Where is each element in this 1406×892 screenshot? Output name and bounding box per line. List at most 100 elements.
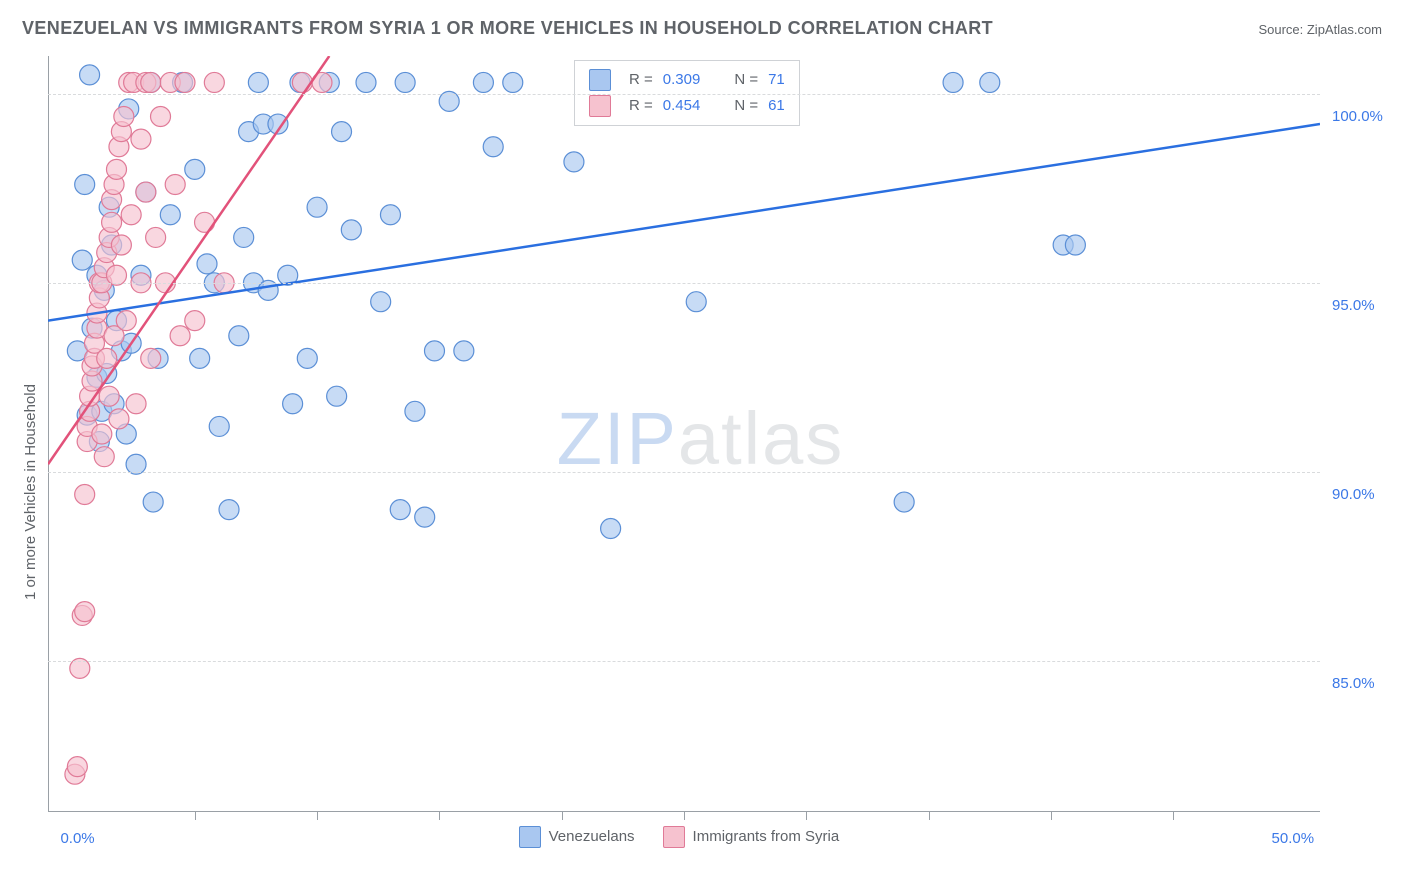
data-point bbox=[97, 348, 117, 368]
data-point bbox=[219, 500, 239, 520]
data-point bbox=[92, 424, 112, 444]
data-point bbox=[146, 227, 166, 247]
data-point bbox=[170, 326, 190, 346]
data-point bbox=[601, 519, 621, 539]
data-point bbox=[395, 72, 415, 92]
stat-r-value: 0.309 bbox=[663, 67, 701, 93]
y-tick-label: 95.0% bbox=[1332, 297, 1375, 314]
data-point bbox=[94, 447, 114, 467]
data-point bbox=[341, 220, 361, 240]
data-point bbox=[943, 72, 963, 92]
data-point bbox=[248, 72, 268, 92]
gridline bbox=[48, 283, 1320, 284]
data-point bbox=[75, 484, 95, 504]
data-point bbox=[190, 348, 210, 368]
y-tick-label: 85.0% bbox=[1332, 675, 1375, 692]
data-point bbox=[371, 292, 391, 312]
data-point bbox=[114, 106, 134, 126]
x-tick bbox=[1173, 812, 1174, 820]
data-point bbox=[131, 129, 151, 149]
stat-r-label: R = bbox=[629, 93, 653, 119]
data-point bbox=[141, 348, 161, 368]
stat-row: R = 0.309N = 71 bbox=[589, 67, 785, 93]
data-point bbox=[686, 292, 706, 312]
x-tick bbox=[562, 812, 563, 820]
data-point bbox=[102, 212, 122, 232]
data-point bbox=[229, 326, 249, 346]
plot-svg bbox=[0, 0, 1406, 892]
data-point bbox=[136, 182, 156, 202]
data-point bbox=[106, 159, 126, 179]
stat-r-label: R = bbox=[629, 67, 653, 93]
data-point bbox=[185, 311, 205, 331]
gridline bbox=[48, 661, 1320, 662]
data-point bbox=[116, 311, 136, 331]
data-point bbox=[894, 492, 914, 512]
stat-n-label: N = bbox=[734, 93, 758, 119]
legend-label: Immigrants from Syria bbox=[693, 828, 840, 845]
data-point bbox=[297, 348, 317, 368]
data-point bbox=[209, 416, 229, 436]
data-point bbox=[327, 386, 347, 406]
stat-r-value: 0.454 bbox=[663, 93, 701, 119]
data-point bbox=[980, 72, 1000, 92]
data-point bbox=[111, 235, 131, 255]
data-point bbox=[405, 401, 425, 421]
data-point bbox=[75, 175, 95, 195]
data-point bbox=[483, 137, 503, 157]
data-point bbox=[195, 212, 215, 232]
legend-label: Venezuelans bbox=[549, 828, 635, 845]
data-point bbox=[332, 122, 352, 142]
data-point bbox=[197, 254, 217, 274]
legend-swatch bbox=[663, 826, 685, 848]
x-axis-label-left: 0.0% bbox=[60, 830, 94, 847]
data-point bbox=[165, 175, 185, 195]
x-tick bbox=[806, 812, 807, 820]
data-point bbox=[72, 250, 92, 270]
data-point bbox=[307, 197, 327, 217]
stat-n-label: N = bbox=[734, 67, 758, 93]
legend-swatch bbox=[589, 95, 611, 117]
data-point bbox=[141, 72, 161, 92]
legend-item: Venezuelans bbox=[519, 826, 635, 848]
bottom-legend: Venezuelans Immigrants from Syria bbox=[519, 826, 840, 848]
data-point bbox=[67, 757, 87, 777]
x-axis-label-right: 50.0% bbox=[1272, 830, 1315, 847]
data-point bbox=[151, 106, 171, 126]
data-point bbox=[473, 72, 493, 92]
y-tick-label: 90.0% bbox=[1332, 486, 1375, 503]
data-point bbox=[175, 72, 195, 92]
data-point bbox=[564, 152, 584, 172]
legend-swatch bbox=[519, 826, 541, 848]
data-point bbox=[503, 72, 523, 92]
x-tick bbox=[439, 812, 440, 820]
data-point bbox=[424, 341, 444, 361]
data-point bbox=[75, 602, 95, 622]
data-point bbox=[234, 227, 254, 247]
data-point bbox=[292, 72, 312, 92]
data-point bbox=[109, 409, 129, 429]
x-tick bbox=[1051, 812, 1052, 820]
gridline bbox=[48, 94, 1320, 95]
data-point bbox=[390, 500, 410, 520]
data-point bbox=[121, 205, 141, 225]
data-point bbox=[283, 394, 303, 414]
data-point bbox=[1065, 235, 1085, 255]
y-tick-label: 100.0% bbox=[1332, 108, 1383, 125]
data-point bbox=[160, 205, 180, 225]
legend-item: Immigrants from Syria bbox=[663, 826, 840, 848]
data-point bbox=[380, 205, 400, 225]
stat-n-value: 61 bbox=[768, 93, 785, 119]
trend-line bbox=[48, 124, 1320, 321]
data-point bbox=[80, 65, 100, 85]
data-point bbox=[415, 507, 435, 527]
gridline bbox=[48, 472, 1320, 473]
x-tick bbox=[684, 812, 685, 820]
data-point bbox=[185, 159, 205, 179]
data-point bbox=[143, 492, 163, 512]
x-tick bbox=[929, 812, 930, 820]
data-point bbox=[99, 386, 119, 406]
legend-swatch bbox=[589, 69, 611, 91]
data-point bbox=[204, 72, 224, 92]
stat-row: R = 0.454 N = 61 bbox=[589, 93, 785, 119]
